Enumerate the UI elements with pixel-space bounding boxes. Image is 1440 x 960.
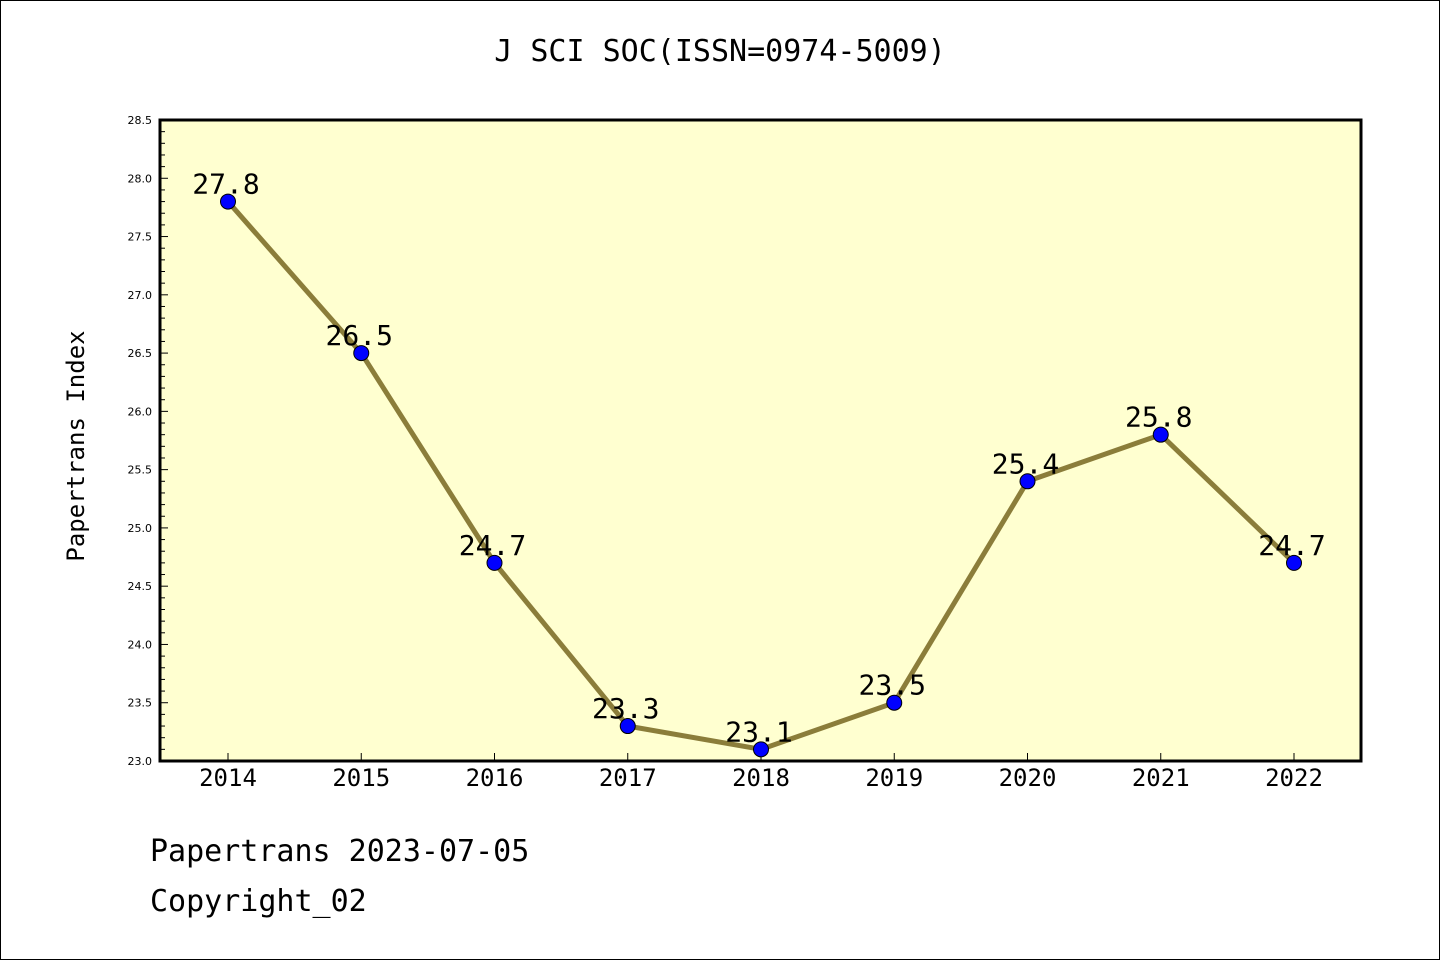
data-label: 24.7: [459, 529, 526, 562]
y-tick-label: 28.5: [128, 114, 153, 127]
footer-copyright-text: Copyright_02: [150, 884, 367, 919]
data-label: 23.5: [859, 669, 926, 702]
plot-area: [160, 120, 1361, 761]
x-tick-label: 2014: [199, 764, 257, 792]
y-tick-label: 26.5: [128, 347, 153, 360]
data-label: 25.8: [1125, 401, 1192, 434]
y-tick-label: 26.0: [128, 405, 153, 418]
y-tick-label: 25.0: [128, 522, 153, 535]
x-tick-label: 2019: [865, 764, 923, 792]
data-point: [619, 718, 636, 735]
x-tick-label: 2017: [599, 764, 657, 792]
footer-date-text: Papertrans 2023-07-05: [150, 834, 530, 869]
y-tick-label: 23.0: [128, 755, 153, 768]
x-tick-label: 2016: [466, 764, 524, 792]
y-tick-label: 23.5: [128, 697, 153, 710]
data-label: 27.8: [192, 168, 259, 201]
data-point: [886, 694, 903, 711]
x-tick-label: 2018: [732, 764, 790, 792]
y-tick-label: 28.0: [128, 172, 153, 185]
data-point: [1152, 426, 1169, 443]
data-point: [753, 741, 769, 758]
x-tick-label: 2022: [1265, 764, 1323, 792]
data-point: [1019, 473, 1036, 490]
y-tick-label: 27.0: [128, 289, 153, 302]
data-label: 23.3: [592, 692, 659, 725]
data-point: [1286, 554, 1302, 571]
data-label: 23.1: [725, 715, 792, 748]
y-tick-label: 24.0: [128, 638, 153, 651]
data-label: 25.4: [992, 447, 1059, 480]
y-tick-label: 27.5: [128, 231, 153, 244]
data-label: 26.5: [326, 319, 393, 352]
x-tick-label: 2020: [999, 764, 1057, 792]
plot-border: [158, 118, 1363, 763]
y-tick-label: 25.5: [128, 464, 153, 477]
y-tick-label: 24.5: [128, 580, 153, 593]
data-point: [353, 345, 370, 362]
x-tick-label: 2021: [1132, 764, 1190, 792]
y-axis-label: Papertrans Index: [62, 330, 90, 562]
chart-title: J SCI SOC(ISSN=0974-5009): [494, 34, 946, 69]
x-tick-label: 2015: [332, 764, 390, 792]
data-point: [486, 554, 503, 571]
data-label: 24.7: [1258, 529, 1325, 562]
data-point: [220, 193, 236, 210]
